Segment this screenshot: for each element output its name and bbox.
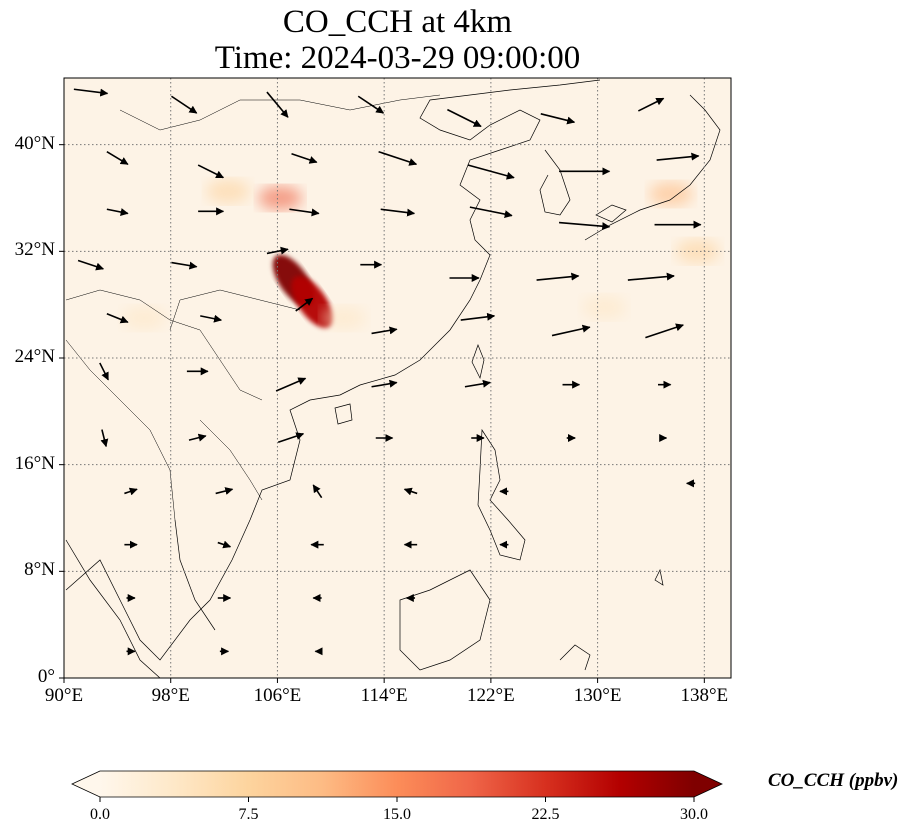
wind-vector-arrow	[124, 487, 138, 496]
wind-vector-arrow	[371, 326, 398, 335]
wind-vector-arrow	[73, 88, 109, 97]
wind-vector-arrow	[551, 324, 591, 337]
co-plume	[648, 182, 693, 206]
co-plume	[206, 179, 251, 204]
co-plume	[322, 306, 367, 330]
wind-vector-arrow	[645, 323, 684, 339]
plot-subtitle-time: Time: 2024-03-29 09:00:00	[214, 40, 581, 76]
wind-vector-arrow	[627, 272, 675, 281]
co-plume	[122, 306, 167, 330]
colorbar-tick-label: 0.0	[90, 806, 110, 823]
wind-vector-arrow	[99, 362, 109, 381]
wind-vector-arrow	[215, 487, 234, 495]
co-plume	[582, 295, 627, 320]
colorbar-body	[100, 771, 694, 797]
wind-vector-arrow	[656, 152, 700, 161]
lon-tick-label: 90°E	[44, 685, 84, 706]
co-plume	[258, 186, 303, 210]
lat-tick-label: 8°N	[24, 559, 55, 581]
wind-vector-arrow	[371, 379, 398, 388]
wind-vector-arrow	[357, 95, 385, 114]
plot-title: CO_CCH at 4km	[282, 4, 513, 40]
wind-vector-arrow	[188, 433, 207, 442]
wind-vector-arrow	[275, 377, 307, 392]
lat-tick-label: 24°N	[14, 346, 55, 367]
wind-vector-arrow	[171, 95, 198, 114]
wind-vector-arrow	[106, 313, 129, 324]
wind-vector-arrow	[106, 151, 129, 165]
colorbar-ticks	[99, 797, 695, 802]
wind-vector-arrow	[460, 312, 496, 321]
colorbar-tick-label: 30.0	[680, 806, 708, 823]
wind-vector-arrow	[197, 164, 225, 179]
lon-tick-label: 122°E	[467, 685, 515, 706]
lon-tick-label: 106°E	[253, 685, 302, 706]
wind-vector-arrow	[558, 221, 611, 231]
map-frame	[63, 77, 732, 679]
lon-tick-label: 130°E	[573, 685, 622, 706]
colorbar-label: CO_CCH (ppbv)	[768, 770, 899, 791]
lon-tick-label: 98°E	[151, 685, 190, 706]
wind-vector-arrow	[291, 153, 318, 164]
wind-vector-arrow	[447, 108, 482, 128]
wind-vectors	[73, 88, 702, 656]
wind-vector-arrow	[100, 429, 109, 448]
map-background	[64, 78, 731, 678]
wind-vector-arrow	[536, 272, 580, 281]
wind-vector-arrow	[171, 261, 198, 270]
colorbar-extend-max	[694, 771, 722, 797]
wind-vector-arrow	[638, 97, 665, 112]
wind-vector-arrow	[295, 297, 314, 312]
lat-tick-label: 16°N	[14, 452, 55, 474]
wind-vector-arrow	[277, 432, 305, 443]
wind-vector-arrow	[289, 208, 320, 217]
wind-vector-arrow	[200, 314, 223, 323]
wind-vector-arrow	[403, 487, 418, 496]
wind-vector-arrow	[312, 484, 323, 499]
colorbar-tick-label: 22.5	[531, 806, 560, 823]
tick-marks	[59, 144, 705, 683]
lat-tick-label: 0°	[37, 666, 55, 687]
wind-vector-arrow	[77, 259, 105, 271]
lon-tick-label: 114°E	[360, 685, 408, 706]
co-plume	[675, 239, 720, 264]
wind-vector-arrow	[378, 150, 418, 166]
wind-vector-arrow	[540, 113, 576, 125]
colorbar-tick-label: 7.5	[238, 806, 259, 823]
wind-vector-arrow	[380, 208, 416, 217]
colorbar-tick-label: 15.0	[383, 806, 411, 823]
wind-vector-arrow	[217, 540, 232, 549]
wind-vector-arrow	[266, 91, 289, 118]
wind-vector-arrow	[106, 208, 129, 216]
coastlines	[65, 79, 721, 678]
lat-tick-label: 40°N	[14, 132, 55, 154]
lat-tick-label: 32°N	[14, 239, 55, 261]
wind-vector-arrow	[467, 164, 515, 180]
wind-vector-arrow	[464, 379, 491, 388]
lon-tick-label: 138°E	[680, 685, 729, 706]
wind-vector-arrow	[469, 206, 513, 219]
colorbar-extend-min	[72, 771, 100, 797]
wind-vector-arrow	[266, 246, 289, 255]
